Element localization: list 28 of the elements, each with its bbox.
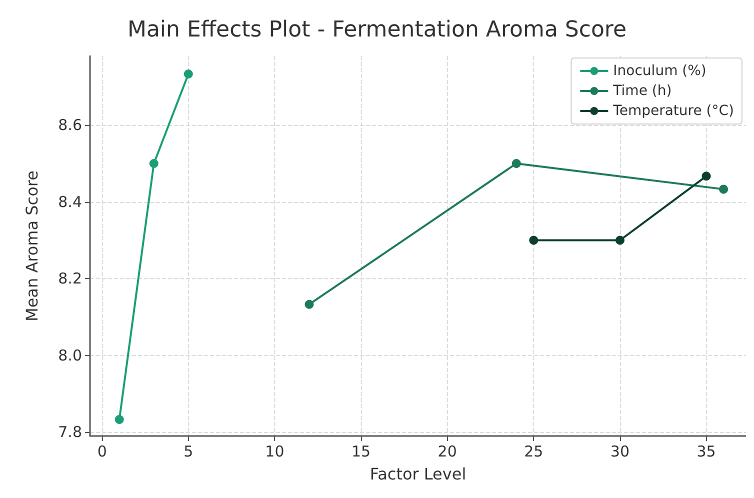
chart-title: Main Effects Plot - Fermentation Aroma Score bbox=[127, 18, 627, 42]
x-tick-label: 35 bbox=[696, 442, 716, 460]
point bbox=[149, 158, 158, 168]
y-tick-label: 8.0 bbox=[58, 346, 82, 364]
y-tick-label: 7.8 bbox=[58, 423, 82, 442]
y-tick-label: 8.6 bbox=[58, 116, 82, 134]
x-tick-label: 25 bbox=[524, 442, 544, 460]
x-tick-label: 15 bbox=[351, 442, 371, 460]
x-tick-label: 30 bbox=[610, 442, 630, 460]
point bbox=[512, 158, 521, 168]
legend-label: Time (h) bbox=[612, 83, 672, 99]
x-axis-title: Factor Level bbox=[370, 464, 466, 484]
point bbox=[529, 236, 538, 245]
y-tick-label: 8.4 bbox=[58, 192, 82, 211]
x-tick-label: 5 bbox=[184, 442, 194, 460]
point bbox=[702, 172, 711, 181]
x-tick-label: 20 bbox=[438, 442, 457, 460]
point bbox=[184, 70, 193, 79]
point bbox=[615, 236, 624, 245]
point bbox=[304, 300, 314, 309]
y-tick-label: 8.2 bbox=[58, 270, 82, 288]
legend-label: Temperature (°C) bbox=[612, 103, 734, 119]
point bbox=[719, 184, 728, 194]
legend-label: Inoculum (%) bbox=[613, 63, 706, 79]
x-tick-label: 10 bbox=[265, 442, 284, 460]
x-tick-label: 0 bbox=[97, 442, 107, 460]
point bbox=[114, 414, 124, 424]
y-axis-title: Mean Aroma Score bbox=[22, 170, 42, 322]
